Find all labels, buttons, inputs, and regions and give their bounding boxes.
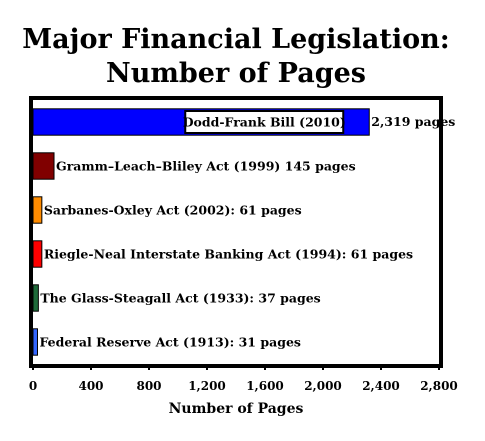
bar-2 bbox=[32, 196, 43, 224]
bar-label-1: Gramm–Leach–Bliley Act (1999) 145 pages bbox=[56, 159, 356, 174]
chart-title-line-1: Major Financial Legislation: bbox=[22, 24, 449, 55]
bar-label-4: The Glass-Steagall Act (1933): 37 pages bbox=[40, 291, 320, 306]
x-tick-label-0: 0 bbox=[29, 379, 37, 393]
x-tick-label-4: 1,600 bbox=[246, 379, 284, 393]
x-tick-label-7: 2,800 bbox=[420, 379, 458, 393]
x-tick-label-2: 800 bbox=[136, 379, 161, 393]
x-tick-label-3: 1,200 bbox=[188, 379, 226, 393]
bar-label-2: Sarbanes-Oxley Act (2002): 61 pages bbox=[44, 203, 302, 218]
bar-label-0: Dodd-Frank Bill (2010) bbox=[183, 115, 346, 130]
x-tick-label-5: 2,000 bbox=[304, 379, 342, 393]
bar-label-box-0 bbox=[184, 110, 345, 134]
chart-title-line-2: Number of Pages bbox=[106, 58, 366, 89]
x-axis-title: Number of Pages bbox=[169, 401, 304, 417]
bar-3 bbox=[32, 240, 43, 268]
x-tick-label-6: 2,400 bbox=[362, 379, 400, 393]
x-tick-label-1: 400 bbox=[78, 379, 103, 393]
bar-value-label-0: 2,319 pages bbox=[371, 114, 455, 129]
bar-label-5: Federal Reserve Act (1913): 31 pages bbox=[39, 335, 300, 350]
bar-label-3: Riegle-Neal Interstate Banking Act (1994… bbox=[44, 247, 413, 262]
plot-area bbox=[29, 96, 443, 368]
bar-5 bbox=[32, 328, 38, 356]
bar-4 bbox=[32, 284, 39, 312]
bar-1 bbox=[32, 152, 55, 180]
